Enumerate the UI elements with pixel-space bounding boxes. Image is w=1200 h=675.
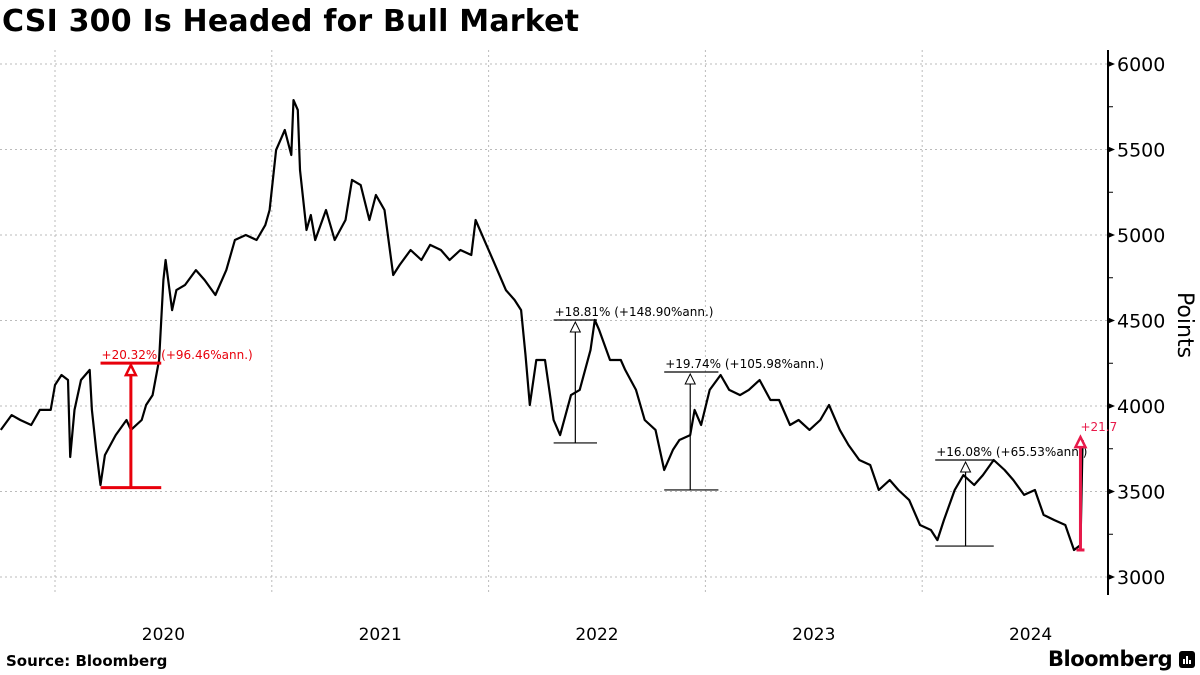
x-tick-label: 2024 [1009, 625, 1052, 645]
y-tick-label: 4500 [1117, 311, 1165, 333]
annotation-arrow-icon [1073, 434, 1088, 449]
annotation-label: +16.08% (+65.53%ann.) [936, 445, 1087, 459]
y-tick-label: 6000 [1117, 54, 1165, 76]
annotation-arrow-icon [684, 372, 697, 385]
y-tick-label: 5000 [1117, 225, 1165, 247]
y-tick [1108, 488, 1115, 495]
annotation-arrow-icon [569, 320, 582, 333]
annotation-label: +21.7 [1080, 420, 1117, 434]
annotation-arrow-icon [123, 362, 138, 377]
x-tick-label: 2023 [792, 625, 835, 645]
y-tick [1108, 403, 1115, 409]
annotation-label: +20.32% (+96.46%ann.) [102, 348, 253, 362]
y-tick-label: 3500 [1117, 482, 1165, 504]
bloomberg-logo: Bloomberg [1048, 647, 1173, 671]
rally-annotation: +20.32% (+96.46%ann.) [100, 348, 253, 490]
y-tick-label: 5500 [1117, 140, 1165, 162]
rally-annotation: +19.74% (+105.98%ann.) [664, 357, 824, 491]
y-tick [1108, 232, 1115, 238]
y-tick [1108, 61, 1115, 67]
rally-annotation: +18.81% (+148.90%ann.) [553, 305, 714, 444]
annotation-arrow-icon [959, 460, 972, 473]
y-axis-label: Points [1172, 292, 1197, 358]
series-line-csi-300 [0, 98, 1084, 552]
bloomberg-terminal-icon [1179, 651, 1195, 668]
x-tick-label: 2020 [142, 625, 185, 645]
annotation-label: +19.74% (+105.98%ann.) [665, 357, 824, 371]
y-tick-label: 4000 [1117, 396, 1165, 418]
rally-annotation: +21.7 [1073, 420, 1117, 552]
x-tick-label: 2022 [575, 625, 618, 645]
source-note: Source: Bloomberg [6, 652, 168, 670]
y-tick [1108, 317, 1115, 324]
rally-annotation: +16.08% (+65.53%ann.) [935, 445, 1087, 547]
y-tick-label: 3000 [1117, 567, 1165, 589]
x-tick-label: 2021 [359, 625, 402, 645]
annotation-label: +18.81% (+148.90%ann.) [555, 305, 714, 319]
y-tick [1108, 146, 1115, 153]
y-tick [1108, 574, 1115, 580]
chart-title: CSI 300 Is Headed for Bull Market [2, 4, 580, 39]
